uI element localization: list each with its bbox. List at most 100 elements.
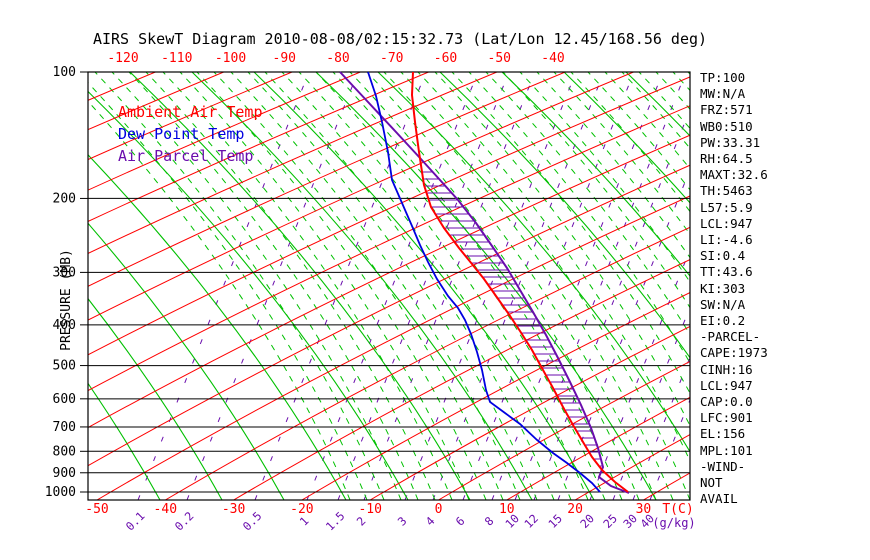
moist-adiabat-line [111,72,402,500]
isotherm-line [88,72,361,191]
stat-line-10: LI:-4.6 [700,232,753,248]
isotherm-line [88,134,690,429]
pressure-tick-label: 300 [53,265,76,280]
pressure-tick-label: 900 [53,466,76,481]
moist-adiabat-line [128,72,419,500]
isotherm-line [88,72,429,222]
moist-adiabat-line [383,72,674,500]
isotherm-line [506,396,690,500]
mixing-tick-label: 1.5 [323,509,348,534]
stat-line-15: EI:0.2 [700,313,746,329]
stat-line-4: PW:33.31 [700,134,761,150]
stat-line-16: -PARCEL- [700,329,761,345]
isotherm-line [369,325,690,500]
moist-adiabat-line [179,72,470,500]
moist-adiabat-line [94,72,385,500]
stat-line-8: L57:5.9 [700,199,753,215]
stat-line-2: FRZ:571 [700,102,753,118]
dry-adiabat-line [253,72,595,500]
pressure-axis-title: PRESSURE (MB) [59,249,74,351]
isotherm-line [96,195,690,500]
dry-adiabat-line [625,72,690,137]
moist-adiabat-line [264,72,555,500]
isotherm-line [88,164,690,467]
moist-adiabat-line [417,72,690,463]
background-lines [88,72,690,500]
moist-adiabat-line [400,72,690,500]
dry-adiabat-line [88,382,161,500]
stat-line-6: MAXT:32.6 [700,167,768,183]
stat-line-25: NOT [700,475,723,491]
stat-line-0: TP:100 [700,70,746,85]
moist-adiabat-line [502,72,690,309]
moist-adiabat-line [366,72,657,500]
ambient-temp-curve [410,71,629,493]
stat-line-18: CINH:16 [700,361,753,377]
mixing-ratio-line [306,72,479,500]
moist-adiabat-line [298,72,589,500]
temp-top-tick-label: -50 [488,51,511,66]
stat-line-14: SW:N/A [700,296,746,312]
stat-line-11: SI:0.4 [700,248,746,264]
isotherm-line [88,72,498,255]
mixing-tick-label: 15 [545,511,565,531]
temp-bottom-tick-label: -20 [290,502,313,517]
moist-adiabat-line [468,72,690,364]
isotherm-line [88,105,690,392]
legend-dew-point: Dew Point Temp [118,125,245,143]
dry-adiabat-line [563,72,690,204]
pressure-tick-label: 500 [53,359,76,374]
mixing-tick-label: 0.1 [123,509,148,534]
temp-bottom-tick-label: 30 [636,502,652,517]
moist-adiabat-line [451,72,690,395]
temp-bottom-tick-label: 10 [499,502,515,517]
stat-line-9: LCL:947 [700,215,753,231]
moist-adiabat-line [162,72,453,500]
temp-top-tick-label: -80 [326,51,349,66]
mixing-tick-label: 12 [521,511,541,531]
moist-adiabat-line [145,72,436,500]
temp-top-tick-label: -60 [434,51,457,66]
pressure-tick-label: 100 [53,65,76,80]
dry-adiabat-line [315,72,657,500]
stat-line-12: TT:43.6 [700,264,753,280]
moist-adiabat-line [349,72,640,500]
plot-frame [87,71,691,501]
isotherm-line [88,72,634,321]
isotherm-line [574,433,690,500]
mixing-axis-unit: (g/kg) [652,516,695,530]
temp-top-tick-label: -100 [215,51,246,66]
dry-adiabat-line [88,154,347,500]
moist-adiabat-line [88,100,351,500]
isotherm-line [88,72,566,287]
pressure-tick-label: 1000 [45,485,76,500]
isotherm-line [438,360,690,500]
mixing-tick-label: 3 [395,514,410,529]
temp-bottom-tick-label: -50 [85,502,108,517]
stat-line-20: CAP:0.0 [700,394,753,410]
moist-adiabat-line [230,72,521,500]
legend-air-parcel: Air Parcel Temp [118,147,254,165]
temp-top-tick-label: -120 [107,51,138,66]
stat-line-22: EL:156 [700,426,746,442]
moist-adiabat-line [434,72,690,427]
mixing-tick-label: 6 [453,514,468,529]
stat-line-26: AVAIL [700,491,738,507]
temp-bottom-tick-label: 20 [567,502,583,517]
temp-top-tick-label: -70 [380,51,403,66]
temp-bottom-tick-label: -10 [358,502,381,517]
temp-top-tick-label: -40 [541,51,564,66]
mixing-ratio-line [514,72,687,500]
stat-line-23: MPL:101 [700,442,753,458]
stat-line-1: MW:N/A [700,86,746,102]
mixing-tick-label: 25 [600,511,620,531]
temp-top-tick-label: -90 [273,51,296,66]
pressure-tick-label: 200 [53,191,76,206]
mixing-tick-label: 8 [482,514,497,529]
stat-line-5: RH:64.5 [700,151,753,167]
dry-adiabat-line [129,72,471,500]
stat-line-3: WB0:510 [700,118,753,134]
parcel-temp-curve [339,71,630,494]
dry-adiabat-line [88,222,285,500]
stat-line-21: LFC:901 [700,410,753,426]
